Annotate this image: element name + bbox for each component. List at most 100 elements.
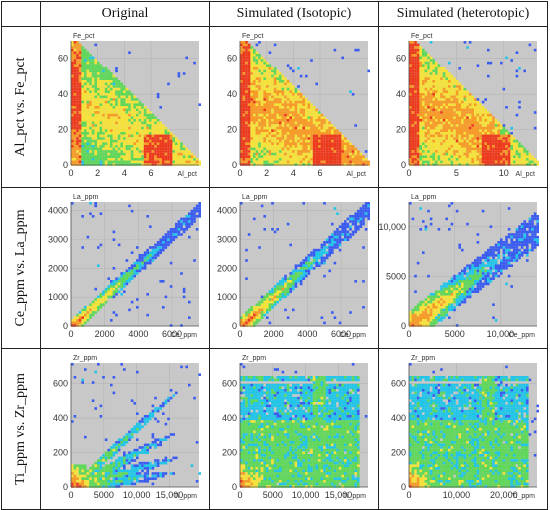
- density-cell: [91, 147, 95, 151]
- density-cell: [466, 108, 469, 112]
- density-cell: [458, 113, 461, 117]
- density-cell: [154, 246, 157, 249]
- density-cell: [102, 150, 105, 153]
- density-cell: [273, 106, 277, 109]
- density-cell: [146, 139, 149, 143]
- density-cell: [104, 72, 108, 75]
- density-cell: [484, 139, 487, 143]
- density-cell: [325, 124, 329, 127]
- density-cell: [320, 254, 324, 257]
- density-cell: [253, 316, 256, 319]
- density-cell: [328, 150, 331, 153]
- density-cell: [138, 126, 142, 130]
- density-cell: [104, 129, 108, 132]
- density-cell: [190, 152, 194, 156]
- density-cell: [263, 147, 266, 151]
- density-cell: [502, 145, 506, 148]
- density-cell: [489, 142, 493, 145]
- density-cell: [419, 80, 422, 83]
- density-cell: [453, 129, 456, 132]
- density-cell: [481, 145, 485, 148]
- density-cell: [346, 158, 350, 161]
- density-cell: [461, 155, 464, 158]
- density-cell: [414, 85, 417, 88]
- density-cell: [128, 106, 131, 109]
- density-cell: [138, 259, 142, 262]
- density-cell: [341, 230, 344, 234]
- density-cell: [76, 121, 79, 125]
- density-cell: [284, 150, 287, 153]
- density-cell: [323, 132, 326, 135]
- density-cell: [286, 106, 290, 109]
- density-cell: [338, 158, 342, 161]
- density-cell: [78, 129, 82, 132]
- density-cell: [354, 222, 357, 226]
- density-cell: [247, 316, 251, 319]
- density-cell: [247, 313, 251, 317]
- density-cell: [81, 215, 84, 218]
- density-cell: [281, 87, 285, 91]
- density-cell: [94, 142, 97, 145]
- density-cell: [463, 126, 467, 130]
- density-cell: [471, 129, 474, 132]
- density-cell: [247, 69, 251, 73]
- density-cell: [307, 111, 311, 114]
- density-cell: [107, 126, 110, 130]
- density-cell: [409, 145, 412, 148]
- density-cell: [104, 80, 108, 83]
- density-cell: [71, 116, 74, 119]
- density-cell: [242, 313, 246, 317]
- density-cell: [429, 217, 433, 221]
- density-cell: [286, 150, 290, 153]
- density-cell: [510, 160, 513, 164]
- density-cell: [453, 77, 456, 80]
- density-cell: [117, 134, 121, 138]
- density-cell: [323, 321, 326, 325]
- density-cell: [471, 155, 474, 158]
- density-cell: [255, 113, 259, 117]
- density-cell: [442, 113, 446, 117]
- density-cell: [281, 163, 285, 166]
- density-cell: [279, 290, 282, 293]
- density-cell: [487, 48, 490, 52]
- density-cell: [463, 95, 467, 99]
- density-cell: [432, 121, 435, 125]
- density-cell: [284, 277, 287, 280]
- density-cell: [104, 163, 108, 166]
- density-cell: [471, 98, 474, 101]
- density-cell: [422, 80, 425, 83]
- density-cell: [245, 248, 248, 252]
- density-cell: [195, 228, 199, 231]
- density-cell: [437, 160, 441, 164]
- density-cell: [279, 295, 282, 299]
- density-cell: [305, 264, 308, 267]
- density-cell: [73, 61, 77, 65]
- density-cell: [416, 69, 420, 73]
- density-cell: [463, 129, 467, 132]
- density-cell: [81, 246, 84, 249]
- density-cell: [481, 113, 485, 117]
- density-cell: [175, 147, 178, 151]
- density-cell: [149, 119, 152, 122]
- density-cell: [328, 160, 331, 164]
- density-cell: [250, 64, 253, 67]
- density-cell: [99, 111, 103, 114]
- density-cell: [89, 150, 92, 153]
- density-cell: [188, 163, 191, 166]
- density-cell: [432, 85, 435, 88]
- density-cell: [94, 95, 97, 99]
- density-cell: [414, 137, 417, 140]
- density-cell: [245, 132, 248, 135]
- density-cell: [143, 129, 147, 132]
- density-cell: [427, 132, 430, 135]
- density-cell: [484, 134, 487, 138]
- density-cell: [242, 113, 246, 117]
- density-cell: [84, 67, 87, 70]
- density-cell: [97, 113, 100, 117]
- density-cell: [133, 132, 136, 135]
- density-cell: [78, 85, 82, 88]
- density-cell: [331, 137, 334, 140]
- density-cell: [422, 56, 425, 60]
- density-cell: [136, 152, 139, 156]
- density-cell: [162, 155, 165, 158]
